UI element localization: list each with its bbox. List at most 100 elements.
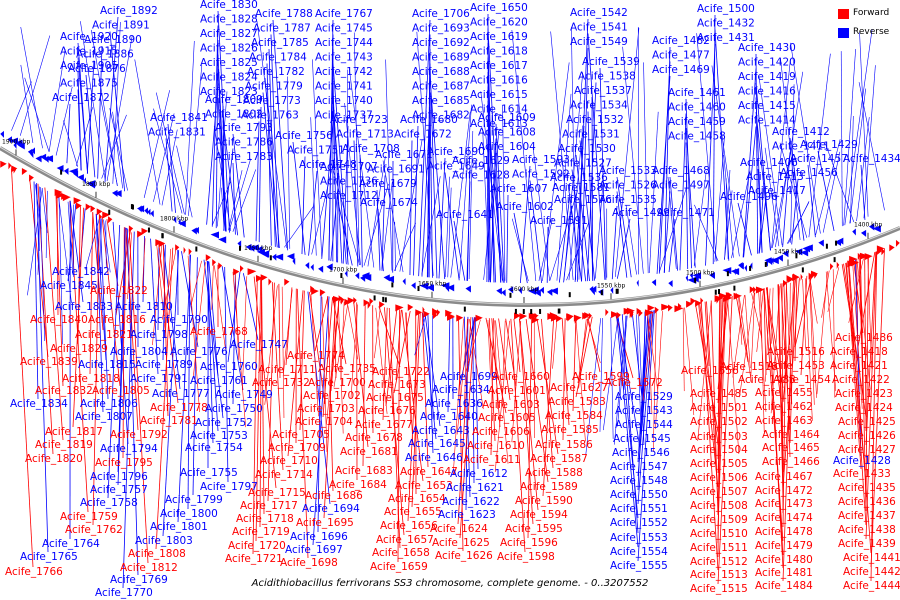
reverse-gene (72, 170, 79, 178)
leader-line (67, 201, 74, 276)
feature-marker (514, 308, 517, 314)
gene-label-bottom: Acife_1427 (838, 444, 896, 456)
gene-label-top: Acife_1412 (772, 126, 830, 138)
forward-gene (605, 308, 609, 316)
gene-label-bottom: Acife_1807 (75, 411, 133, 423)
leader-line (859, 32, 869, 217)
gene-label-bottom: Acife_1792 (110, 429, 168, 441)
leader-line (788, 201, 810, 244)
leader-line (117, 228, 127, 486)
leader-line (406, 312, 411, 422)
reverse-gene (534, 286, 539, 294)
feature-marker (694, 277, 697, 283)
gene-label-top: Acife_1499 (612, 207, 670, 219)
leader-line (162, 250, 180, 537)
leader-line (458, 316, 464, 552)
gene-label-bottom: Acife_1572 (605, 377, 663, 389)
leader-line (252, 277, 258, 555)
gene-label-top: Acife_1831 (148, 127, 206, 139)
gene-label-bottom: Acife_1759 (60, 511, 118, 523)
feature-marker (835, 240, 838, 246)
gene-label-bottom: Acife_1529 (615, 391, 673, 403)
leader-line (394, 222, 416, 271)
leader-line (542, 318, 555, 497)
leader-line (444, 172, 460, 281)
leader-line (623, 315, 627, 390)
gene-label-bottom: Acife_1816 (88, 314, 146, 326)
forward-gene (98, 213, 102, 221)
leader-line (19, 35, 51, 136)
leader-line (637, 310, 654, 505)
leader-line (56, 194, 59, 316)
leader-line (511, 218, 529, 282)
leader-line (563, 72, 584, 281)
leader-line (459, 104, 472, 279)
gene-label-bottom: Acife_1601 (488, 385, 546, 397)
leader-line (581, 47, 589, 282)
reverse-gene (210, 231, 220, 239)
reverse-gene (344, 270, 348, 278)
gene-label-bottom: Acife_1747 (230, 339, 288, 351)
forward-gene (630, 311, 634, 319)
gene-label-bottom: Acife_1749 (215, 389, 273, 401)
leader-line (816, 271, 828, 395)
forward-gene (175, 244, 180, 252)
leader-line (63, 120, 79, 167)
leader-line (717, 297, 727, 530)
gene-label-bottom: Acife_1832 (35, 385, 93, 397)
gene-label-top: Acife_1460 (668, 102, 726, 114)
leader-line (655, 311, 663, 429)
forward-gene (76, 202, 82, 210)
kbp-tick-label: 1700 kbp (329, 267, 357, 274)
gene-label-bottom: Acife_1454 (773, 374, 831, 386)
leader-line (825, 271, 837, 392)
leader-line (697, 302, 712, 441)
leader-line (732, 295, 745, 378)
leader-line (429, 92, 433, 278)
gene-label-bottom: Acife_1781 (140, 415, 198, 427)
leader-line (20, 64, 34, 143)
leader-line (586, 319, 601, 363)
leader-line (445, 176, 450, 278)
leader-line (127, 232, 132, 299)
forward-gene (654, 306, 659, 314)
forward-gene (686, 300, 693, 308)
leader-line (758, 196, 767, 254)
gene-label-bottom: Acife_1776 (170, 346, 228, 358)
gene-label-bottom: Acife_1515 (690, 583, 748, 595)
leader-line (705, 43, 716, 266)
gene-label-top: Acife_1500 (697, 3, 755, 15)
gene-label-top: Acife_1549 (570, 36, 628, 48)
leader-line (696, 33, 717, 262)
gene-label-bottom: Acife_1821 (75, 329, 133, 341)
leader-line (33, 181, 39, 400)
gene-label-bottom: Acife_1555 (610, 560, 668, 572)
leader-line (217, 91, 228, 227)
gene-label-top: Acife_1767 (315, 8, 373, 20)
leader-line (685, 127, 696, 268)
gene-label-top: Acife_1593 (512, 154, 570, 166)
leader-line (242, 273, 259, 341)
feature-marker (718, 289, 721, 295)
leader-line (765, 288, 771, 382)
leader-line (659, 186, 688, 272)
gene-label-bottom: Acife_1765 (20, 551, 78, 563)
leader-line (259, 278, 262, 528)
gene-label-bottom: Acife_1714 (255, 469, 313, 481)
leader-line (381, 175, 386, 271)
leader-line (228, 158, 251, 231)
forward-gene (616, 311, 621, 319)
leader-line (126, 228, 139, 576)
leader-line (143, 90, 170, 198)
gene-label-bottom: Acife_1507 (690, 486, 748, 498)
leader-line (323, 297, 336, 519)
reverse-gene (173, 216, 177, 224)
leader-line (706, 301, 719, 502)
leader-line (58, 197, 63, 345)
forward-gene (415, 309, 423, 317)
feature-marker (833, 257, 836, 263)
reverse-gene (35, 155, 42, 163)
leader-line (92, 215, 100, 526)
leader-line (152, 245, 163, 346)
gene-label-bottom: Acife_1426 (838, 430, 896, 442)
